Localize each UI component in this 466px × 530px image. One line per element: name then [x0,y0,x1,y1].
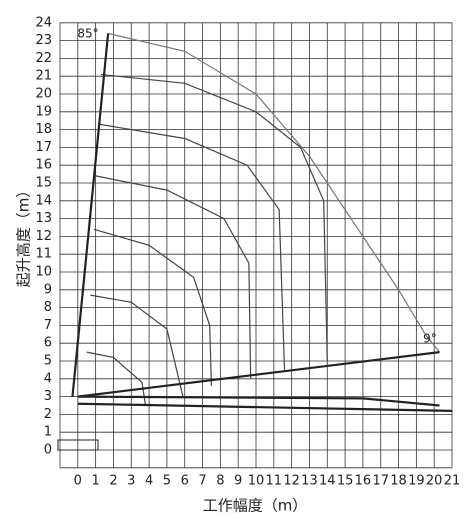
range-curve [77,395,440,407]
x-tick-label: 5 [163,474,171,489]
x-tick-label: 16 [355,474,372,489]
x-tick-label: 1 [91,474,99,489]
x-tick-label: 14 [319,474,336,489]
x-tick-label: 3 [127,474,135,489]
y-tick-label: 24 [35,15,52,30]
x-tick-label: 11 [266,474,283,489]
x-tick-label: 18 [390,474,407,489]
x-axis-title: 工作幅度（m） [203,497,308,515]
range-curve [86,351,147,406]
x-tick-label: 15 [337,474,354,489]
y-tick-label: 15 [35,176,52,191]
x-tick-label: 13 [301,474,318,489]
x-tick-label: 4 [145,474,153,489]
range-curve [107,32,440,353]
x-tick-label: 0 [74,474,82,489]
x-tick-label: 12 [283,474,300,489]
x-tick-label: 9 [234,474,242,489]
y-tick-label: 22 [35,51,52,66]
y-tick-label: 8 [44,300,52,315]
y-tick-label: 18 [35,122,52,137]
x-tick-label: 2 [109,474,117,489]
x-tick-label: 6 [181,474,189,489]
y-tick-label: 3 [44,389,52,404]
y-tick-label: 6 [44,336,52,351]
y-tick-label: 5 [44,354,52,369]
y-tick-label: 7 [44,318,52,333]
range-curve [90,294,184,397]
range-curve [77,351,440,398]
range-curve [71,33,110,397]
y-tick-label: 11 [35,247,52,262]
y-tick-label: 17 [35,140,52,155]
y-tick-label: 23 [35,33,52,48]
y-tick-label: 13 [35,211,52,226]
range-curve [93,228,213,386]
x-tick-label: 17 [372,474,389,489]
x-tick-label: 8 [216,474,224,489]
x-tick-label: 21 [444,474,461,489]
y-tick-label: 1 [44,425,52,440]
range-curve [100,73,328,362]
x-tick-label: 19 [408,474,425,489]
y-tick-label: 2 [44,407,52,422]
range-curve [95,175,252,379]
y-tick-label: 10 [35,265,52,280]
y-tick-label: 21 [35,69,52,84]
x-tick-label: 7 [198,474,206,489]
y-axis-title: 起升高度（m） [15,183,33,288]
range-curve [99,123,286,370]
x-tick-label: 10 [248,474,265,489]
y-tick-label: 14 [35,193,52,208]
y-tick-label: 4 [44,371,52,386]
range-curve [77,402,453,412]
y-tick-label: 20 [35,87,52,102]
x-tick-label: 20 [426,474,443,489]
y-tick-label: 19 [35,104,52,119]
annotation: 9° [423,332,437,346]
y-tick-label: 12 [35,229,52,244]
y-tick-label: 9 [44,282,52,297]
annotation: 85° [77,27,98,41]
y-tick-label: 16 [35,158,52,173]
y-tick-label: 0 [44,443,52,458]
